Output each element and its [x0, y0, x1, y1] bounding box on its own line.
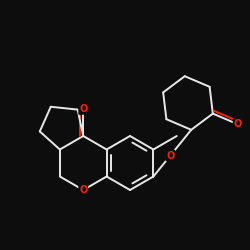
Text: O: O	[79, 185, 87, 195]
Text: O: O	[234, 119, 242, 129]
Text: O: O	[166, 150, 174, 160]
Text: O: O	[79, 104, 87, 114]
